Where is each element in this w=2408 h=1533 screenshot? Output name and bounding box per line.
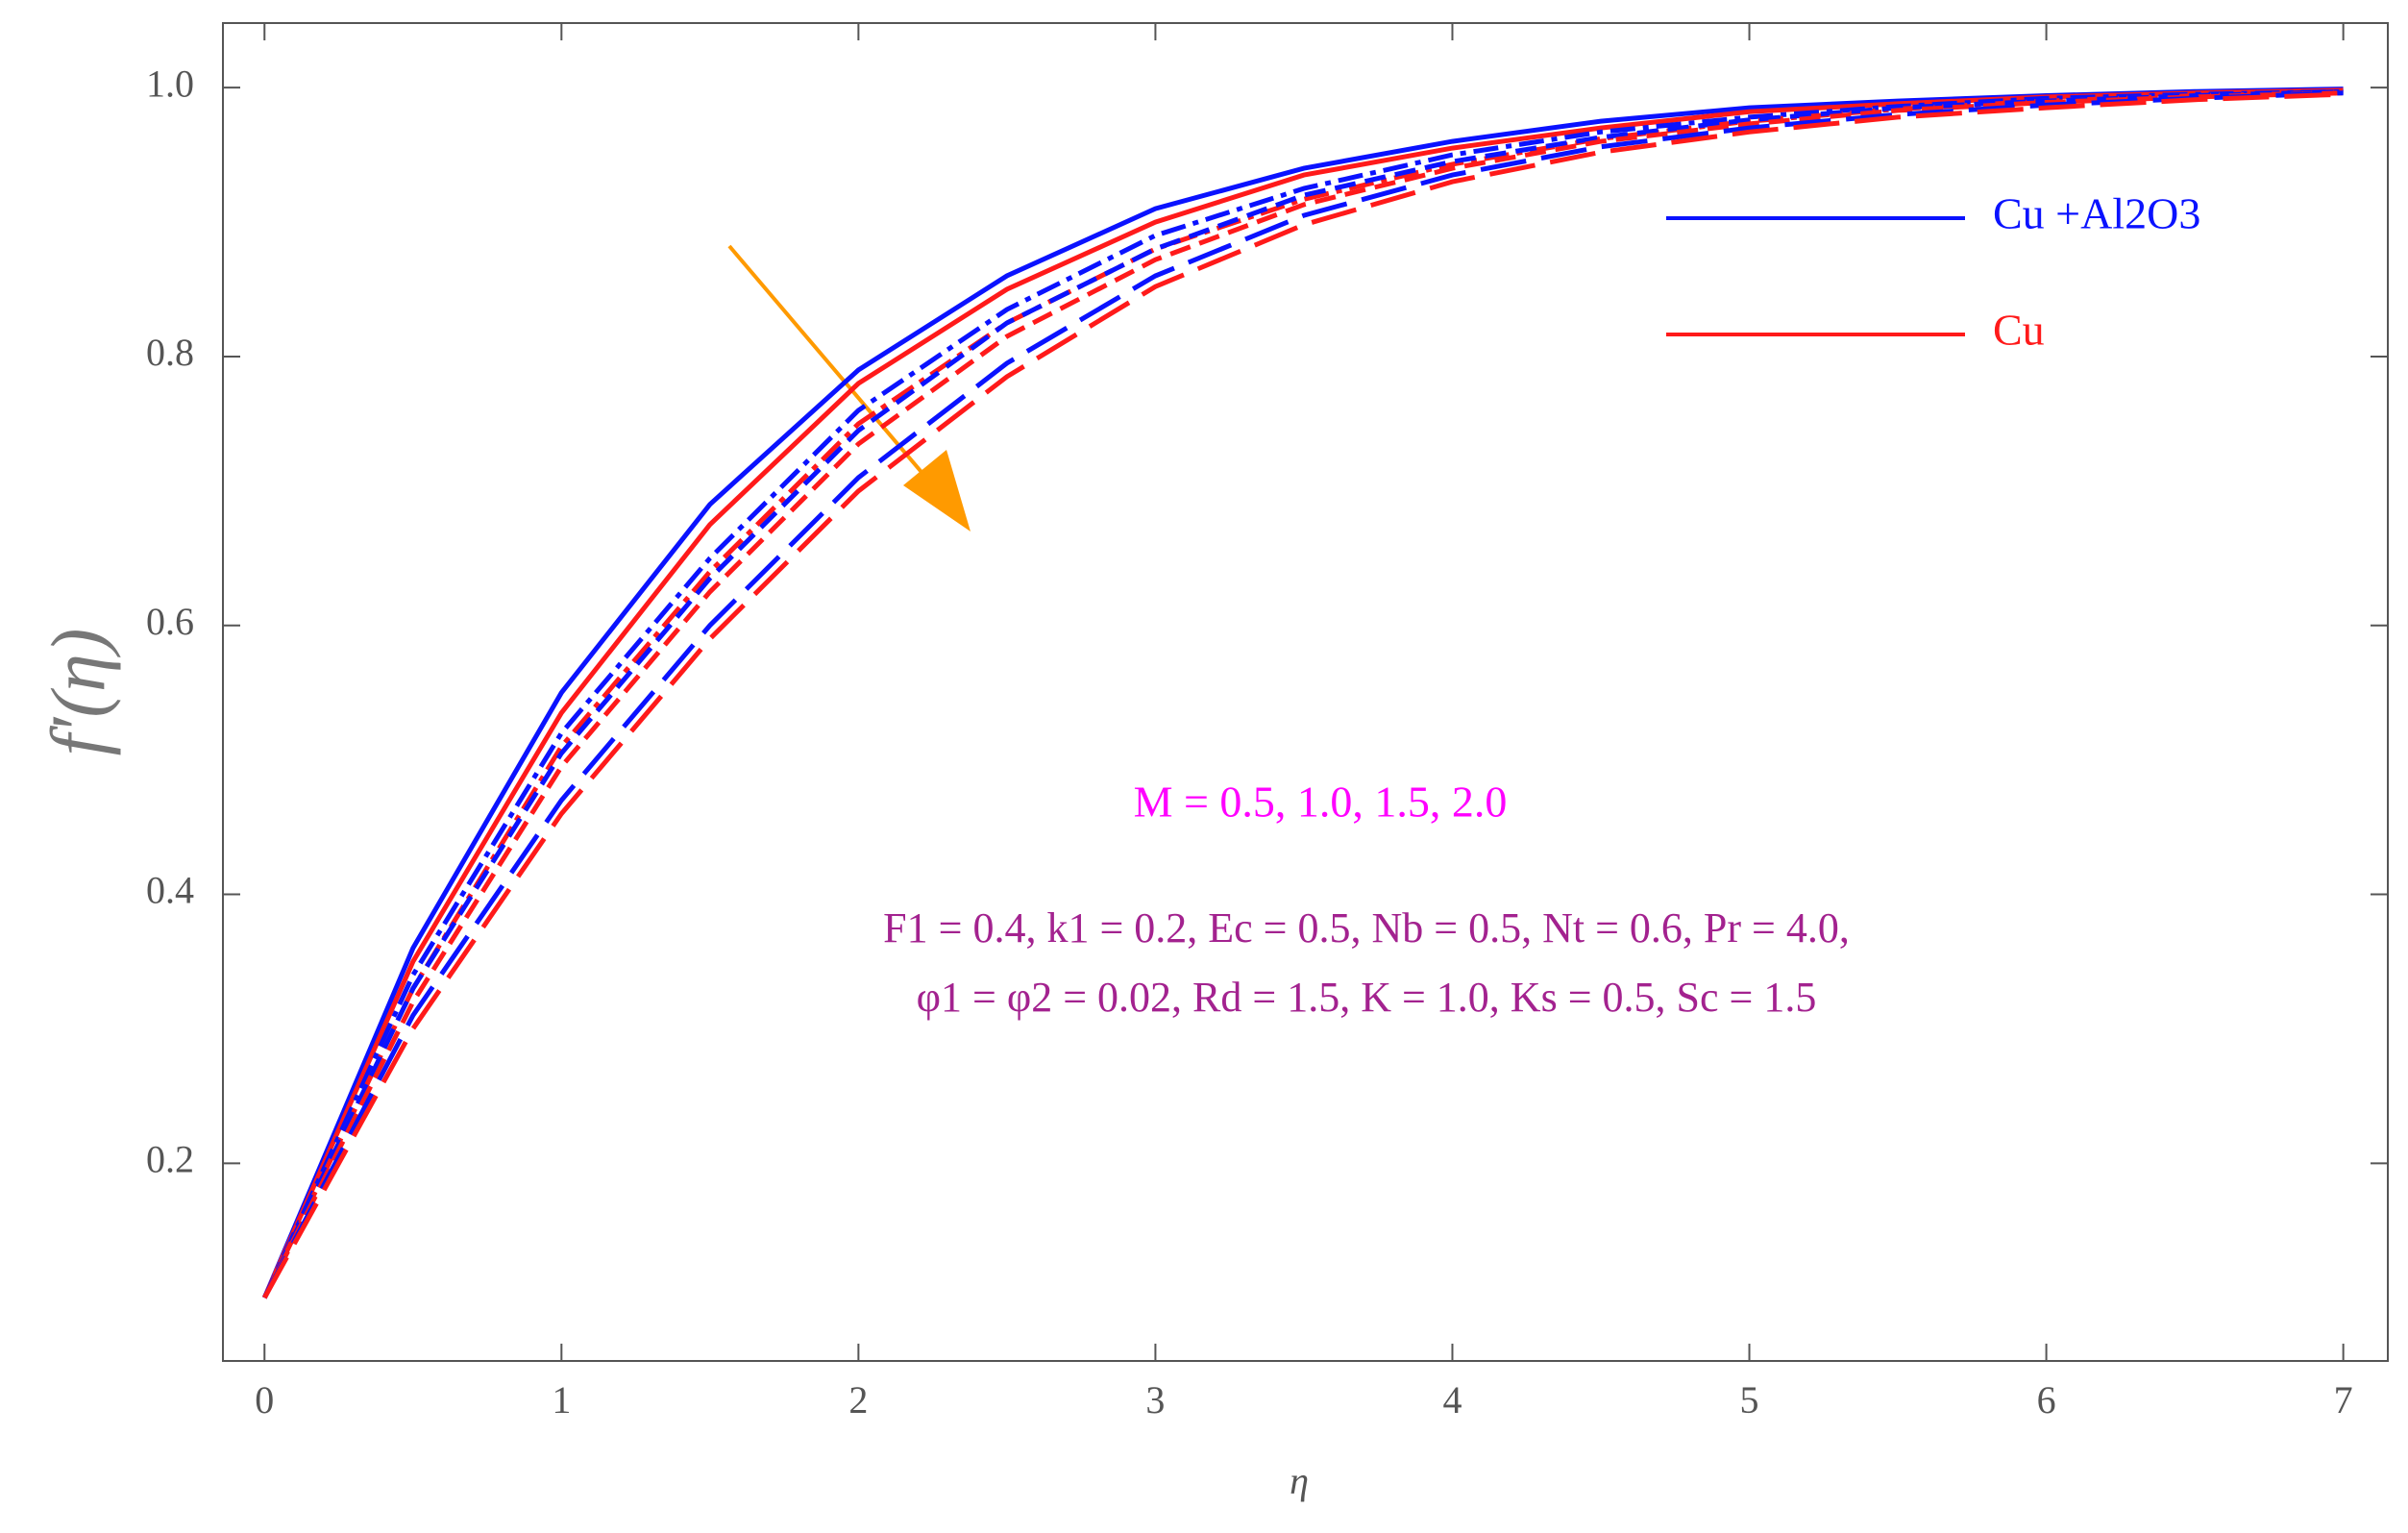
trend-arrow (727, 244, 971, 532)
series-line (262, 91, 2344, 1299)
x-tick-label: 7 (2334, 1378, 2353, 1422)
legend-label: Cu (1993, 306, 2045, 355)
x-axis-label: η (1290, 1459, 1309, 1502)
arrow-shaft (727, 244, 939, 492)
y-tick-label: 0.8 (146, 331, 194, 374)
y-tick-label: 1.0 (146, 62, 194, 105)
series-line (262, 88, 2344, 1299)
series-line (262, 87, 2344, 1299)
annotation: F1 = 0.4, k1 = 0.2, Ec = 0.5, Nb = 0.5, … (883, 904, 1850, 952)
series-line (262, 88, 2344, 1299)
x-tick-label: 2 (848, 1378, 868, 1422)
arrow-head (903, 450, 971, 532)
x-tick-label: 4 (1442, 1378, 1462, 1422)
x-tick-label: 6 (2037, 1378, 2056, 1422)
series-line (262, 90, 2344, 1299)
x-tick-label: 0 (255, 1378, 274, 1422)
x-tick-label: 1 (552, 1378, 571, 1422)
annotation: φ1 = φ2 = 0.02, Rd = 1.5, K = 1.0, Ks = … (917, 974, 1817, 1021)
annotation: M = 0.5, 1.0, 1.5, 2.0 (1134, 778, 1508, 827)
x-tick-label: 3 (1145, 1378, 1165, 1422)
series-line (262, 90, 2344, 1299)
y-tick-label: 0.6 (146, 600, 194, 643)
legend-label: Cu +Al2O3 (1993, 189, 2200, 238)
y-axis-label: f′(η) (37, 629, 121, 756)
y-tick-label: 0.2 (146, 1138, 194, 1181)
x-tick-label: 5 (1740, 1378, 1759, 1422)
y-tick-label: 0.4 (146, 869, 194, 912)
plot-frame (222, 22, 2389, 1362)
